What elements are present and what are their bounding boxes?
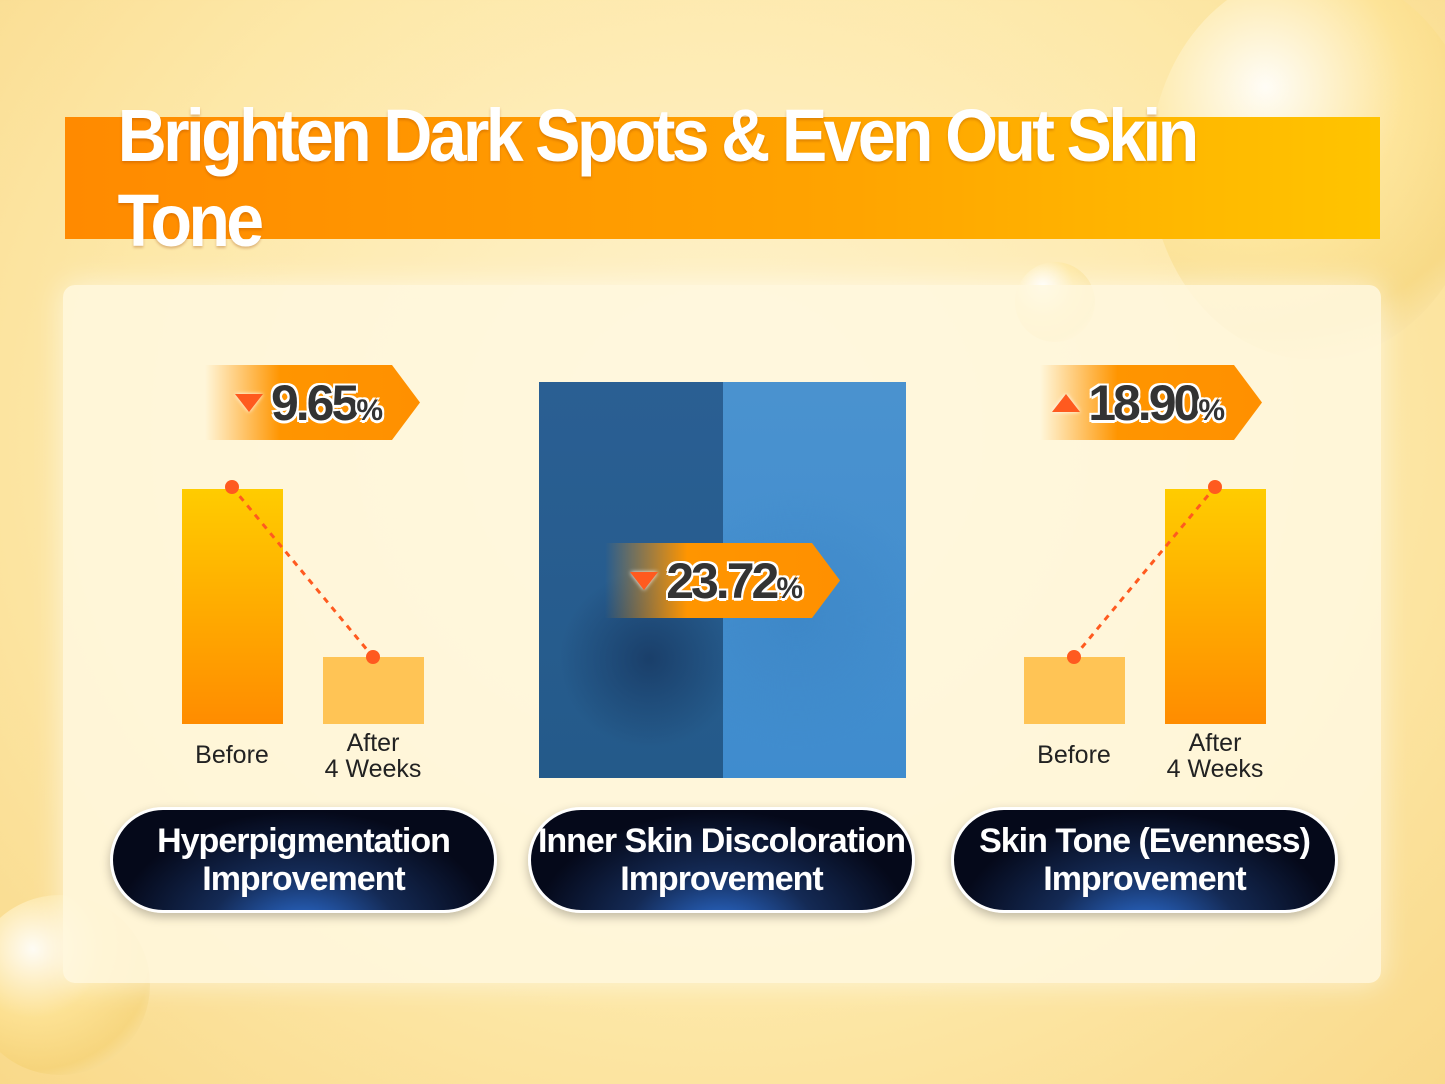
title-banner: Brighten Dark Spots & Even Out Skin Tone	[65, 94, 1380, 262]
page-title: Brighten Dark Spots & Even Out Skin Tone	[117, 94, 1200, 262]
metric-label-pill: Inner Skin Discoloration Improvement	[528, 807, 915, 913]
metric-label-pill: Hyperpigmentation Improvement	[110, 807, 497, 913]
trend-marker	[1067, 650, 1081, 664]
bar-label: Before	[195, 741, 269, 769]
trend-marker	[225, 480, 239, 494]
trend-marker	[1208, 480, 1222, 494]
metric-label-pill: Skin Tone (Evenness) Improvement	[951, 807, 1338, 913]
badge-value: 23.72%	[666, 552, 800, 609]
down-arrow-icon	[630, 572, 658, 590]
down-arrow-icon	[235, 394, 263, 412]
bar-after	[323, 657, 424, 724]
bar-before	[1024, 657, 1125, 724]
bar-label: After 4 Weeks	[1166, 729, 1264, 783]
percent-badge: 18.90%	[1040, 365, 1262, 440]
percent-badge: 23.72%	[605, 543, 840, 618]
badge-value: 18.90%	[1088, 374, 1222, 431]
percent-badge: 9.65%	[205, 365, 420, 440]
bar-label: After 4 Weeks	[324, 729, 422, 783]
trend-line	[1072, 486, 1217, 658]
trend-line	[230, 486, 375, 658]
bar-label: Before	[1037, 741, 1111, 769]
trend-marker	[366, 650, 380, 664]
up-arrow-icon	[1052, 394, 1080, 412]
badge-value: 9.65%	[270, 374, 380, 431]
